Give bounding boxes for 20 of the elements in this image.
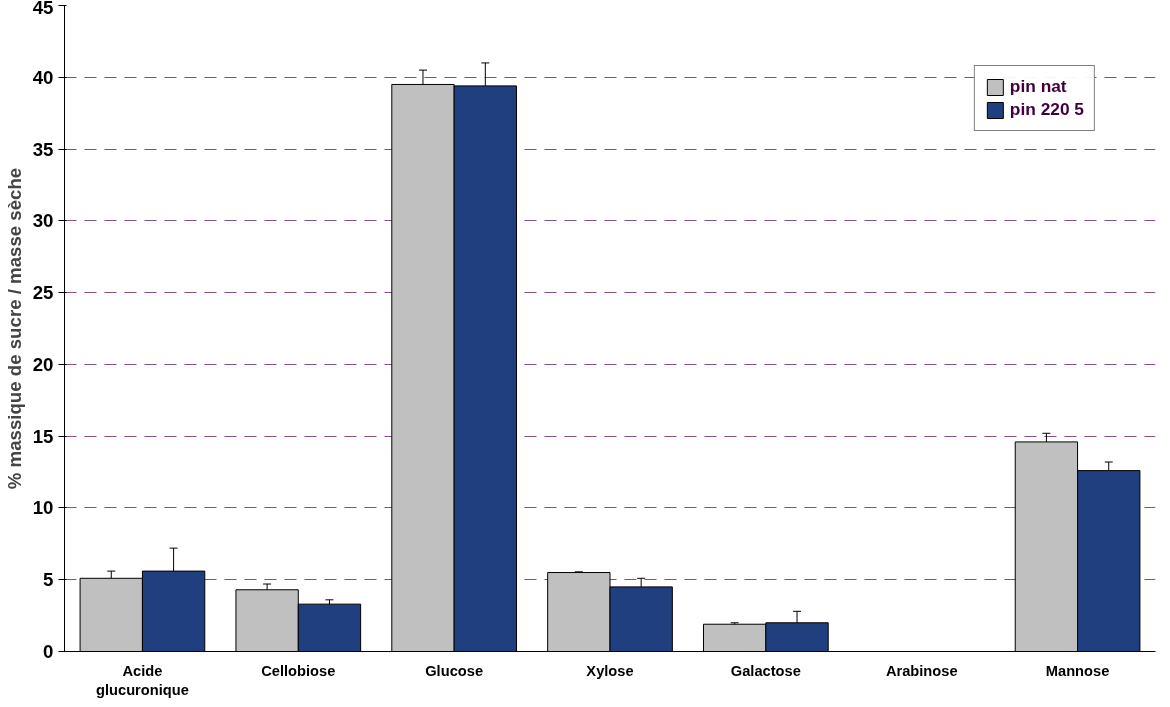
y-tick-label: 10 [32, 497, 54, 519]
y-tick-label: 20 [32, 353, 54, 375]
x-tick-label: Glucose [425, 662, 484, 679]
y-tick-label: 0 [43, 641, 54, 662]
y-axis-title: % massique de sucre / masse sèche [3, 167, 25, 490]
legend-label: pin nat [1009, 76, 1067, 97]
legend-label: pin 220 5 [1009, 99, 1084, 120]
x-tick-label: Galactose [730, 662, 801, 679]
x-tick-label: Mannose [1045, 662, 1110, 679]
y-tick-label: 40 [32, 66, 54, 88]
x-tick-label: Cellobiose [261, 662, 336, 679]
y-tick-label: 45 [32, 0, 54, 18]
x-tick-label: Xylose [586, 662, 634, 679]
y-tick-label: 30 [32, 210, 54, 232]
y-tick-label: 5 [43, 569, 54, 591]
x-tick-label: Arabinose [885, 662, 958, 679]
y-tick-label: 35 [32, 138, 54, 160]
x-tick-label: Acide glucuronique [96, 662, 189, 698]
y-tick-label: 15 [32, 425, 54, 447]
y-tick-label: 25 [32, 282, 54, 304]
